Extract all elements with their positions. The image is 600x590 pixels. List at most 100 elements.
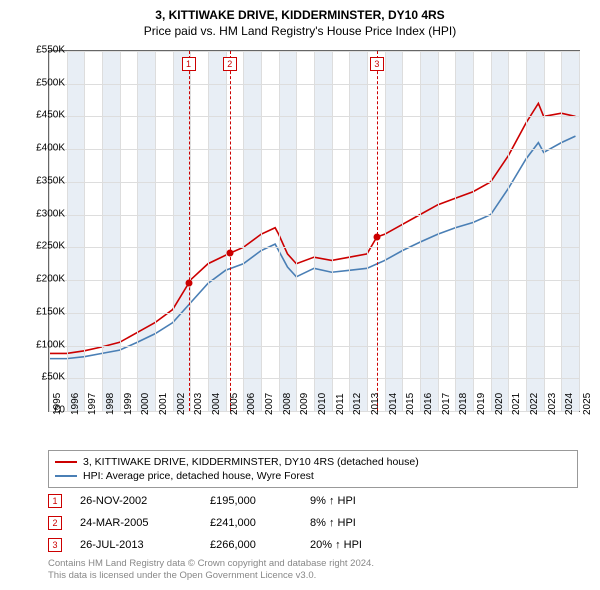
sale-index: 3 xyxy=(48,538,62,552)
legend-row-property: 3, KITTIWAKE DRIVE, KIDDERMINSTER, DY10 … xyxy=(55,455,571,469)
grid-line-v xyxy=(561,51,562,411)
sale-row: 224-MAR-2005£241,0008% ↑ HPI xyxy=(48,512,410,534)
x-axis-label: 2000 xyxy=(140,393,151,415)
grid-line-v xyxy=(173,51,174,411)
sale-price: £266,000 xyxy=(210,539,310,551)
legend-swatch-hpi xyxy=(55,475,77,477)
grid-line-v xyxy=(67,51,68,411)
x-axis-label: 1999 xyxy=(123,393,134,415)
x-axis-label: 2016 xyxy=(423,393,434,415)
x-axis-label: 2023 xyxy=(547,393,558,415)
grid-line-v xyxy=(208,51,209,411)
grid-line-v xyxy=(544,51,545,411)
y-axis-label: £400K xyxy=(25,143,65,154)
grid-line-v xyxy=(349,51,350,411)
grid-line-v xyxy=(190,51,191,411)
x-axis-label: 2004 xyxy=(211,393,222,415)
sale-marker-line xyxy=(230,51,231,411)
x-axis-label: 2018 xyxy=(458,393,469,415)
x-axis-label: 2019 xyxy=(476,393,487,415)
legend-row-hpi: HPI: Average price, detached house, Wyre… xyxy=(55,469,571,483)
legend-label-hpi: HPI: Average price, detached house, Wyre… xyxy=(83,470,314,482)
sale-index: 2 xyxy=(48,516,62,530)
legend-label-property: 3, KITTIWAKE DRIVE, KIDDERMINSTER, DY10 … xyxy=(83,456,419,468)
y-axis-label: £550K xyxy=(25,45,65,56)
sale-marker-line xyxy=(377,51,378,411)
x-axis-label: 2014 xyxy=(388,393,399,415)
sale-marker-dot xyxy=(373,233,380,240)
grid-line-v xyxy=(261,51,262,411)
grid-line-v xyxy=(438,51,439,411)
sale-marker-box: 3 xyxy=(370,57,384,71)
x-axis-label: 2005 xyxy=(229,393,240,415)
y-axis-label: £100K xyxy=(25,339,65,350)
x-axis-label: 2012 xyxy=(352,393,363,415)
sale-row: 326-JUL-2013£266,00020% ↑ HPI xyxy=(48,534,410,556)
grid-line-v xyxy=(84,51,85,411)
sale-hpi-diff: 9% ↑ HPI xyxy=(310,495,410,507)
chart-container: 3, KITTIWAKE DRIVE, KIDDERMINSTER, DY10 … xyxy=(0,0,600,590)
y-axis-label: £450K xyxy=(25,110,65,121)
legend-swatch-property xyxy=(55,461,77,463)
sale-date: 26-NOV-2002 xyxy=(80,495,210,507)
sale-row: 126-NOV-2002£195,0009% ↑ HPI xyxy=(48,490,410,512)
x-axis-label: 2007 xyxy=(264,393,275,415)
x-axis-label: 1996 xyxy=(70,393,81,415)
sale-hpi-diff: 20% ↑ HPI xyxy=(310,539,410,551)
x-axis-label: 2015 xyxy=(405,393,416,415)
grid-line-v xyxy=(120,51,121,411)
grid-line-v xyxy=(226,51,227,411)
x-axis-label: 2003 xyxy=(193,393,204,415)
grid-line-v xyxy=(296,51,297,411)
grid-line-v xyxy=(137,51,138,411)
grid-line-v xyxy=(420,51,421,411)
sale-marker-box: 2 xyxy=(223,57,237,71)
grid-line-v xyxy=(314,51,315,411)
grid-line-v xyxy=(367,51,368,411)
sale-price: £241,000 xyxy=(210,517,310,529)
grid-line-v xyxy=(243,51,244,411)
grid-line-v xyxy=(526,51,527,411)
grid-line-v xyxy=(402,51,403,411)
grid-line-v xyxy=(491,51,492,411)
sale-marker-dot xyxy=(185,280,192,287)
x-axis-label: 2013 xyxy=(370,393,381,415)
x-axis-label: 2010 xyxy=(317,393,328,415)
y-axis-label: £50K xyxy=(25,372,65,383)
sale-marker-dot xyxy=(226,250,233,257)
x-axis-label: 2017 xyxy=(441,393,452,415)
x-axis-label: 2006 xyxy=(246,393,257,415)
x-axis-label: 2009 xyxy=(299,393,310,415)
grid-line-v xyxy=(473,51,474,411)
grid-line-v xyxy=(49,51,50,411)
x-axis-label: 2022 xyxy=(529,393,540,415)
sale-marker-box: 1 xyxy=(182,57,196,71)
y-axis-label: £200K xyxy=(25,274,65,285)
legend: 3, KITTIWAKE DRIVE, KIDDERMINSTER, DY10 … xyxy=(48,450,578,488)
sale-marker-line xyxy=(189,51,190,411)
plot-area: 1 2 3 xyxy=(48,50,580,412)
y-axis-label: £150K xyxy=(25,306,65,317)
grid-line-v xyxy=(508,51,509,411)
y-axis-label: £350K xyxy=(25,175,65,186)
title-line-2: Price paid vs. HM Land Registry's House … xyxy=(0,22,600,38)
grid-line-v xyxy=(102,51,103,411)
x-axis-label: 2025 xyxy=(582,393,593,415)
grid-line-v xyxy=(332,51,333,411)
grid-line-v xyxy=(155,51,156,411)
sale-index: 1 xyxy=(48,494,62,508)
y-axis-label: £500K xyxy=(25,77,65,88)
x-axis-label: 1997 xyxy=(87,393,98,415)
title-line-1: 3, KITTIWAKE DRIVE, KIDDERMINSTER, DY10 … xyxy=(0,0,600,22)
footer-line-2: This data is licensed under the Open Gov… xyxy=(48,570,374,582)
footer-line-1: Contains HM Land Registry data © Crown c… xyxy=(48,558,374,570)
x-axis-label: 2008 xyxy=(282,393,293,415)
x-axis-label: 2001 xyxy=(158,393,169,415)
grid-line-v xyxy=(455,51,456,411)
y-axis-label: £250K xyxy=(25,241,65,252)
sales-table: 126-NOV-2002£195,0009% ↑ HPI224-MAR-2005… xyxy=(48,490,410,556)
x-axis-label: 1995 xyxy=(52,393,63,415)
sale-hpi-diff: 8% ↑ HPI xyxy=(310,517,410,529)
grid-line-v xyxy=(279,51,280,411)
x-axis-label: 2020 xyxy=(494,393,505,415)
